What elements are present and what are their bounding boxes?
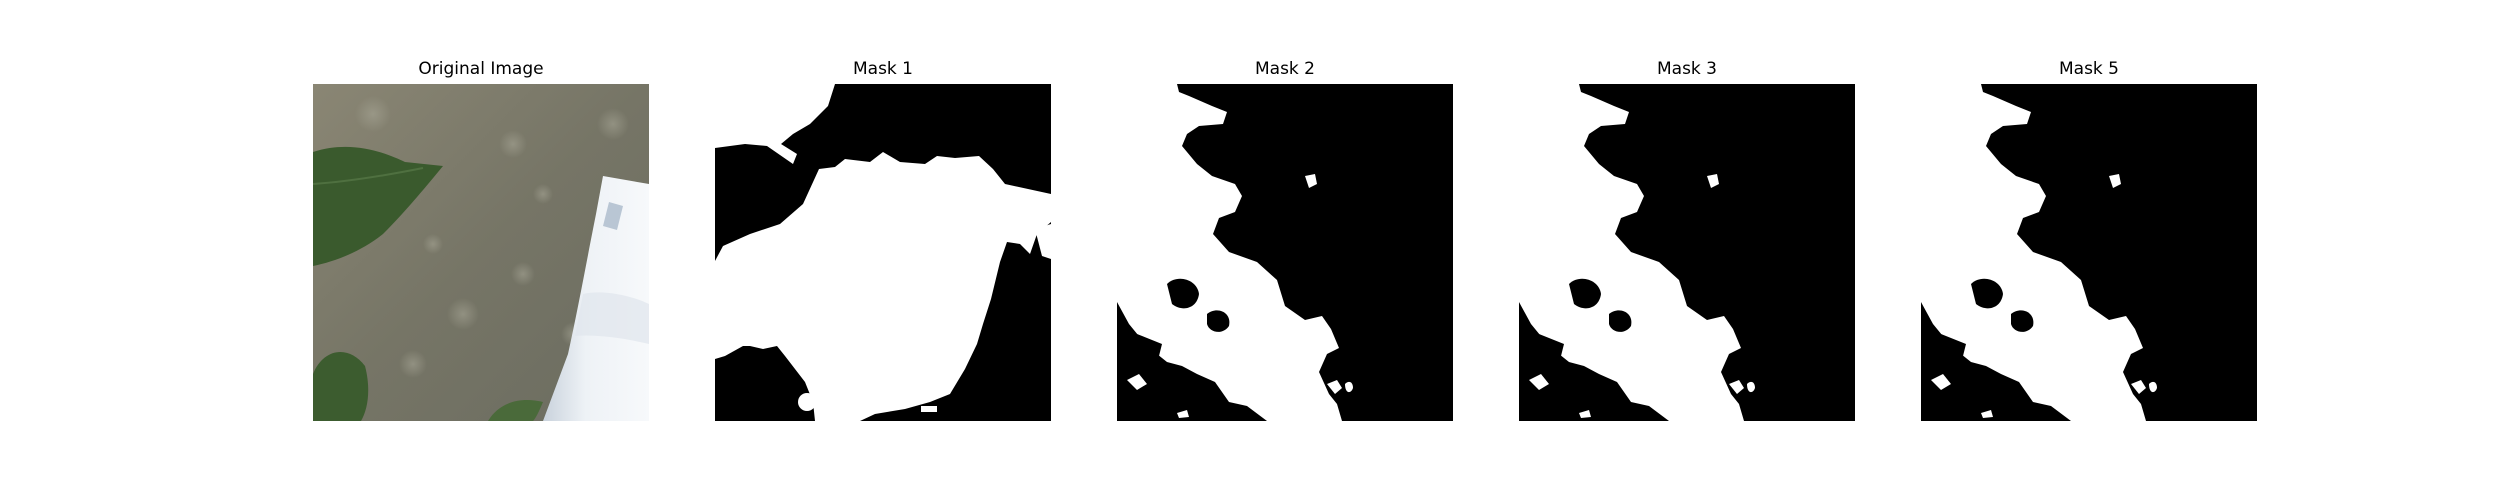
mask-2-image: [1117, 84, 1453, 421]
panel-mask-3: Mask 3: [1519, 0, 1855, 500]
mask-2-hole-1: [1167, 278, 1199, 309]
panel-title: Mask 1: [852, 59, 913, 79]
panel-original-image: Original Image: [313, 0, 649, 500]
panel-mask-1: Mask 1: [715, 0, 1051, 500]
leaf-bottom: [313, 352, 369, 421]
mask-2-foreground: [1117, 84, 1342, 421]
panel-title: Mask 3: [1656, 59, 1717, 79]
mask-3-image: [1519, 84, 1855, 421]
panel-title: Mask 5: [2058, 59, 2119, 79]
mask-2-hole-2: [1207, 310, 1230, 332]
mask-5-foreground: [1921, 84, 2146, 421]
mask-1-image: [715, 84, 1051, 421]
panel-title: Original Image: [418, 59, 544, 79]
mask-3-foreground: [1519, 84, 1744, 421]
mask-5-image: [1921, 84, 2257, 421]
panel-mask-2: Mask 2: [1117, 0, 1453, 500]
leaf-top: [313, 146, 443, 266]
original-photo: [313, 84, 649, 421]
mask-1-foreground: [715, 84, 1051, 421]
panel-title: Mask 2: [1254, 59, 1315, 79]
leaf-bottom-right: [488, 400, 543, 421]
panel-mask-5: Mask 5: [1921, 0, 2257, 500]
